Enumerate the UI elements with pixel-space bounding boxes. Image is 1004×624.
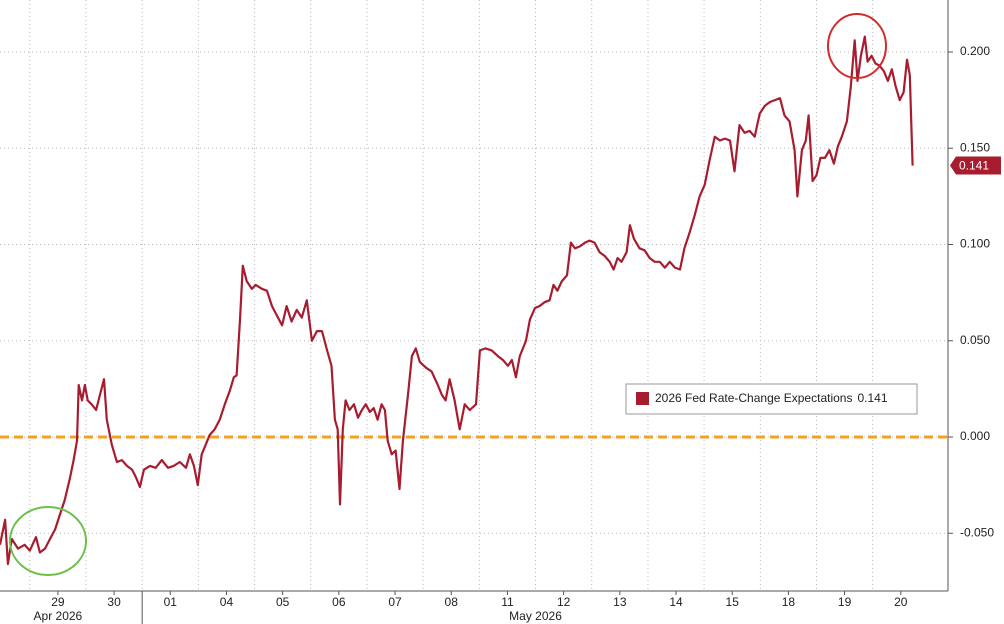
y-tick-label: 0.000 xyxy=(960,429,990,443)
legend-series-name: 2026 Fed Rate-Change Expectations xyxy=(655,391,852,405)
y-tick-label: 0.200 xyxy=(960,44,990,58)
series-line xyxy=(0,35,914,566)
legend-swatch xyxy=(636,392,649,405)
highlight-circle xyxy=(9,506,87,576)
x-tick-label: 15 xyxy=(726,595,740,609)
legend-label: 2026 Fed Rate-Change Expectations 0.141 xyxy=(655,391,888,405)
last-value-tag xyxy=(950,156,1001,175)
y-tick-label: 0.150 xyxy=(960,140,990,154)
x-tick-label: 07 xyxy=(388,595,402,609)
x-tick-label: 29 xyxy=(51,595,65,609)
x-tick-label: 30 xyxy=(107,595,121,609)
x-tick-label: 06 xyxy=(332,595,346,609)
x-tick-label: 08 xyxy=(445,595,459,609)
x-tick-label: 18 xyxy=(782,595,796,609)
y-tick-label: 0.100 xyxy=(960,237,990,251)
y-tick-label: 0.050 xyxy=(960,333,990,347)
x-tick-label: 04 xyxy=(220,595,234,609)
x-tick-label: 19 xyxy=(838,595,852,609)
highlight-circle xyxy=(827,13,887,79)
x-tick-label: 11 xyxy=(501,595,514,609)
x-tick-label: 14 xyxy=(669,595,683,609)
x-tick-label: 05 xyxy=(276,595,290,609)
x-tick-label: 12 xyxy=(557,595,571,609)
x-group-label: Apr 2026 xyxy=(34,609,83,623)
last-value-label: 0.141 xyxy=(959,159,989,173)
legend-box xyxy=(625,383,918,415)
x-tick-label: 13 xyxy=(613,595,627,609)
x-tick-label: 01 xyxy=(164,595,178,609)
x-tick-label: 20 xyxy=(894,595,908,609)
y-tick-label: -0.050 xyxy=(960,525,994,539)
legend-value: 0.141 xyxy=(857,391,887,405)
x-group-label: May 2026 xyxy=(509,609,562,623)
grid-layer xyxy=(0,0,948,591)
